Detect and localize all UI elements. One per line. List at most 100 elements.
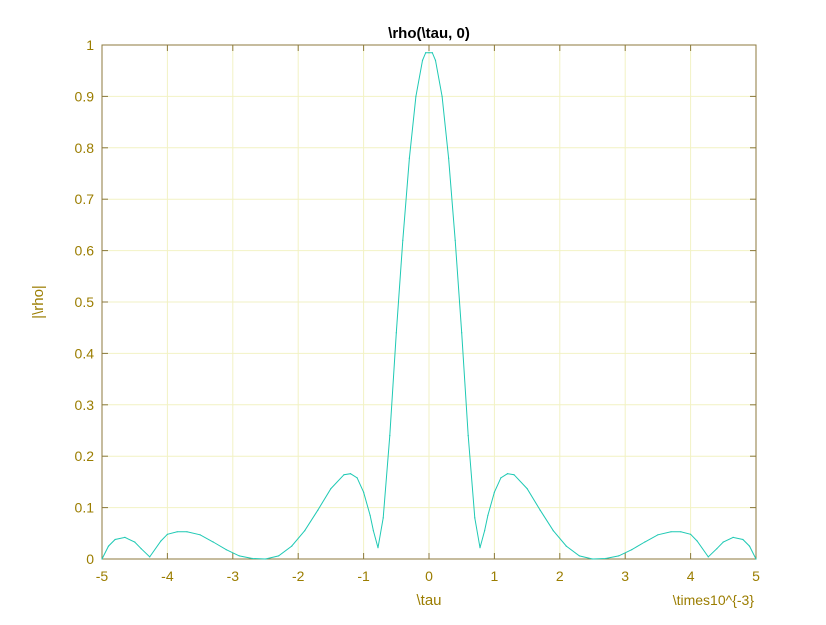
data-point — [493, 491, 495, 493]
data-point — [578, 555, 581, 557]
y-tick-label: 0.9 — [75, 88, 95, 104]
data-point — [415, 95, 417, 97]
data-point — [644, 541, 646, 543]
grid — [101, 44, 757, 560]
data-point — [356, 477, 358, 479]
data-point — [402, 239, 404, 241]
data-point — [372, 530, 374, 532]
y-tick-label: 0.8 — [75, 140, 95, 156]
x-tick-label: -1 — [357, 568, 370, 584]
data-point — [479, 547, 481, 549]
data-point — [461, 332, 463, 334]
ticks — [101, 44, 757, 560]
data-point — [454, 239, 456, 241]
x-tick-label: 0 — [425, 568, 433, 584]
data-point — [107, 545, 110, 547]
x-exponent-label: \times10^{-3} — [673, 592, 755, 608]
data-point — [484, 530, 486, 532]
data-point — [114, 538, 116, 541]
data-point — [349, 473, 352, 475]
y-tick-label: 0.5 — [75, 294, 95, 310]
data-point — [425, 52, 427, 54]
data-point — [124, 536, 126, 539]
data-point — [225, 549, 227, 551]
y-axis-label: |\rho| — [30, 285, 47, 319]
y-tick-label: 0.7 — [75, 191, 95, 207]
data-point — [441, 95, 443, 97]
data-point — [487, 514, 489, 516]
data-point — [176, 531, 178, 533]
data-point — [382, 517, 384, 519]
data-point — [513, 474, 515, 476]
data-point — [101, 558, 103, 560]
data-point — [369, 514, 371, 516]
data-point — [278, 555, 280, 557]
data-points — [101, 52, 757, 560]
data-point — [539, 509, 541, 511]
y-tick-label: 0 — [86, 551, 94, 567]
data-point — [618, 555, 620, 557]
data-point — [506, 473, 509, 475]
x-tick-label: 3 — [621, 568, 629, 584]
y-tick-label: 0.4 — [75, 345, 95, 361]
data-point — [330, 488, 332, 490]
data-point — [238, 555, 240, 557]
data-point — [657, 534, 659, 536]
data-point — [134, 541, 136, 543]
data-point — [605, 557, 607, 560]
data-point — [696, 540, 698, 542]
x-axis-label: \tau — [416, 592, 441, 609]
data-point — [251, 557, 253, 560]
data-point — [363, 491, 365, 493]
y-tick-label: 1 — [86, 37, 94, 53]
data-point — [526, 488, 528, 490]
data-point — [408, 157, 410, 159]
data-point — [565, 545, 567, 547]
x-tick-label: -5 — [96, 568, 109, 584]
data-point — [377, 547, 379, 549]
data-point — [343, 474, 345, 476]
data-point — [431, 52, 433, 54]
data-point — [631, 549, 633, 551]
y-tick-label: 0.3 — [75, 397, 95, 413]
x-tick-label: -4 — [161, 568, 174, 584]
x-tick-labels: -5 -4 -3 -2 -1 0 1 2 3 4 5 — [96, 568, 760, 584]
chart-title: \rho(\tau, 0) — [388, 25, 470, 42]
data-point — [690, 533, 692, 535]
data-point — [448, 157, 450, 159]
data-point — [395, 332, 397, 334]
data-point — [500, 477, 502, 479]
data-point — [428, 52, 430, 54]
data-point — [264, 558, 267, 560]
data-point — [748, 545, 751, 547]
data-point — [591, 558, 594, 560]
x-tick-label: -3 — [227, 568, 240, 584]
data-point — [166, 533, 168, 535]
data-point — [732, 536, 734, 539]
y-tick-labels: 0 0.1 0.2 0.3 0.4 0.5 0.6 0.7 0.8 0.9 1 — [75, 37, 95, 567]
data-point — [742, 538, 744, 541]
data-point — [707, 556, 709, 558]
y-tick-label: 0.2 — [75, 448, 95, 464]
data-point — [434, 59, 437, 62]
data-point — [317, 509, 319, 511]
data-point — [680, 531, 682, 533]
data-point — [670, 531, 672, 533]
x-tick-label: 2 — [556, 568, 564, 584]
data-point — [212, 541, 214, 543]
data-point — [389, 435, 391, 437]
data-point — [140, 548, 142, 550]
data-point — [421, 59, 424, 62]
data-point — [186, 531, 188, 533]
data-point — [149, 556, 151, 558]
x-tick-label: 5 — [752, 568, 760, 584]
data-point — [722, 541, 724, 543]
data-point — [199, 534, 201, 536]
data-point — [755, 558, 757, 560]
data-point — [552, 530, 554, 532]
data-point — [304, 530, 306, 532]
data-point — [160, 540, 162, 542]
data-point — [291, 545, 293, 547]
data-point — [716, 548, 718, 550]
